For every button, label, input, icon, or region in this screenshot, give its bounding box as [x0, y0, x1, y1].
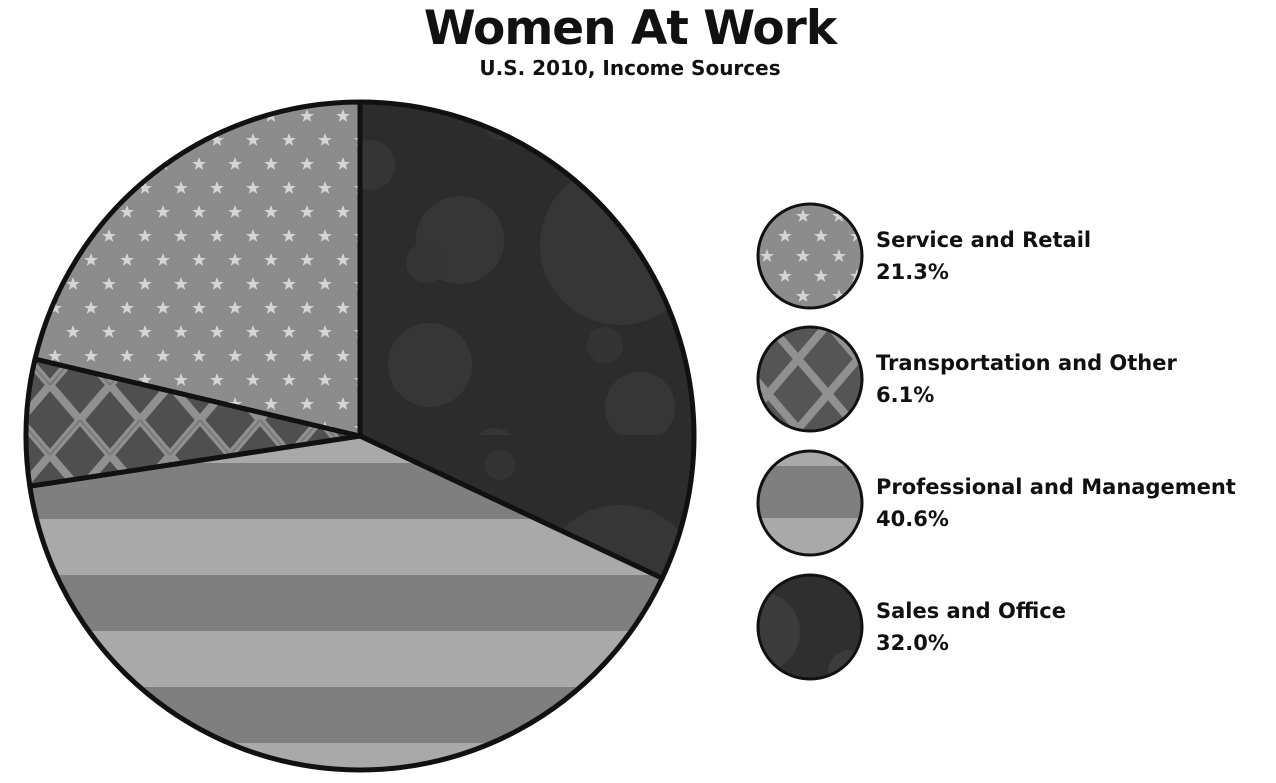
- pie-slice-service-and-retail: [32, 99, 363, 439]
- legend-label: Transportation and Other: [876, 351, 1177, 375]
- legend-swatch-service-and-retail: [756, 202, 864, 310]
- legend-value: 6.1%: [876, 383, 935, 407]
- legend-swatch-professional-and-management: [756, 449, 864, 557]
- legend-value: 40.6%: [876, 507, 949, 531]
- pie-slice-professional-and-management: [27, 433, 665, 773]
- legend-item-transportation-and-other: Transportation and Other 6.1%: [876, 347, 1177, 411]
- legend-item-service-and-retail: Service and Retail 21.3%: [876, 224, 1091, 288]
- chart-subtitle: U.S. 2010, Income Sources: [479, 56, 781, 80]
- chart-title: Women At Work: [423, 1, 837, 56]
- legend-swatch-transportation-and-other: [756, 325, 864, 433]
- legend-label: Sales and Office: [876, 599, 1066, 623]
- legend-label: Service and Retail: [876, 228, 1092, 252]
- legend-value: 32.0%: [876, 631, 949, 655]
- legend-item-sales-and-office: Sales and Office 32.0%: [876, 595, 1066, 659]
- pie-slice-sales-and-office: [357, 99, 697, 581]
- legend-swatch-sales-and-office: [756, 573, 864, 681]
- legend-value: 21.3%: [876, 260, 949, 284]
- legend-label: Professional and Management: [876, 475, 1236, 499]
- legend-item-professional-and-management: Professional and Management 40.6%: [876, 471, 1236, 535]
